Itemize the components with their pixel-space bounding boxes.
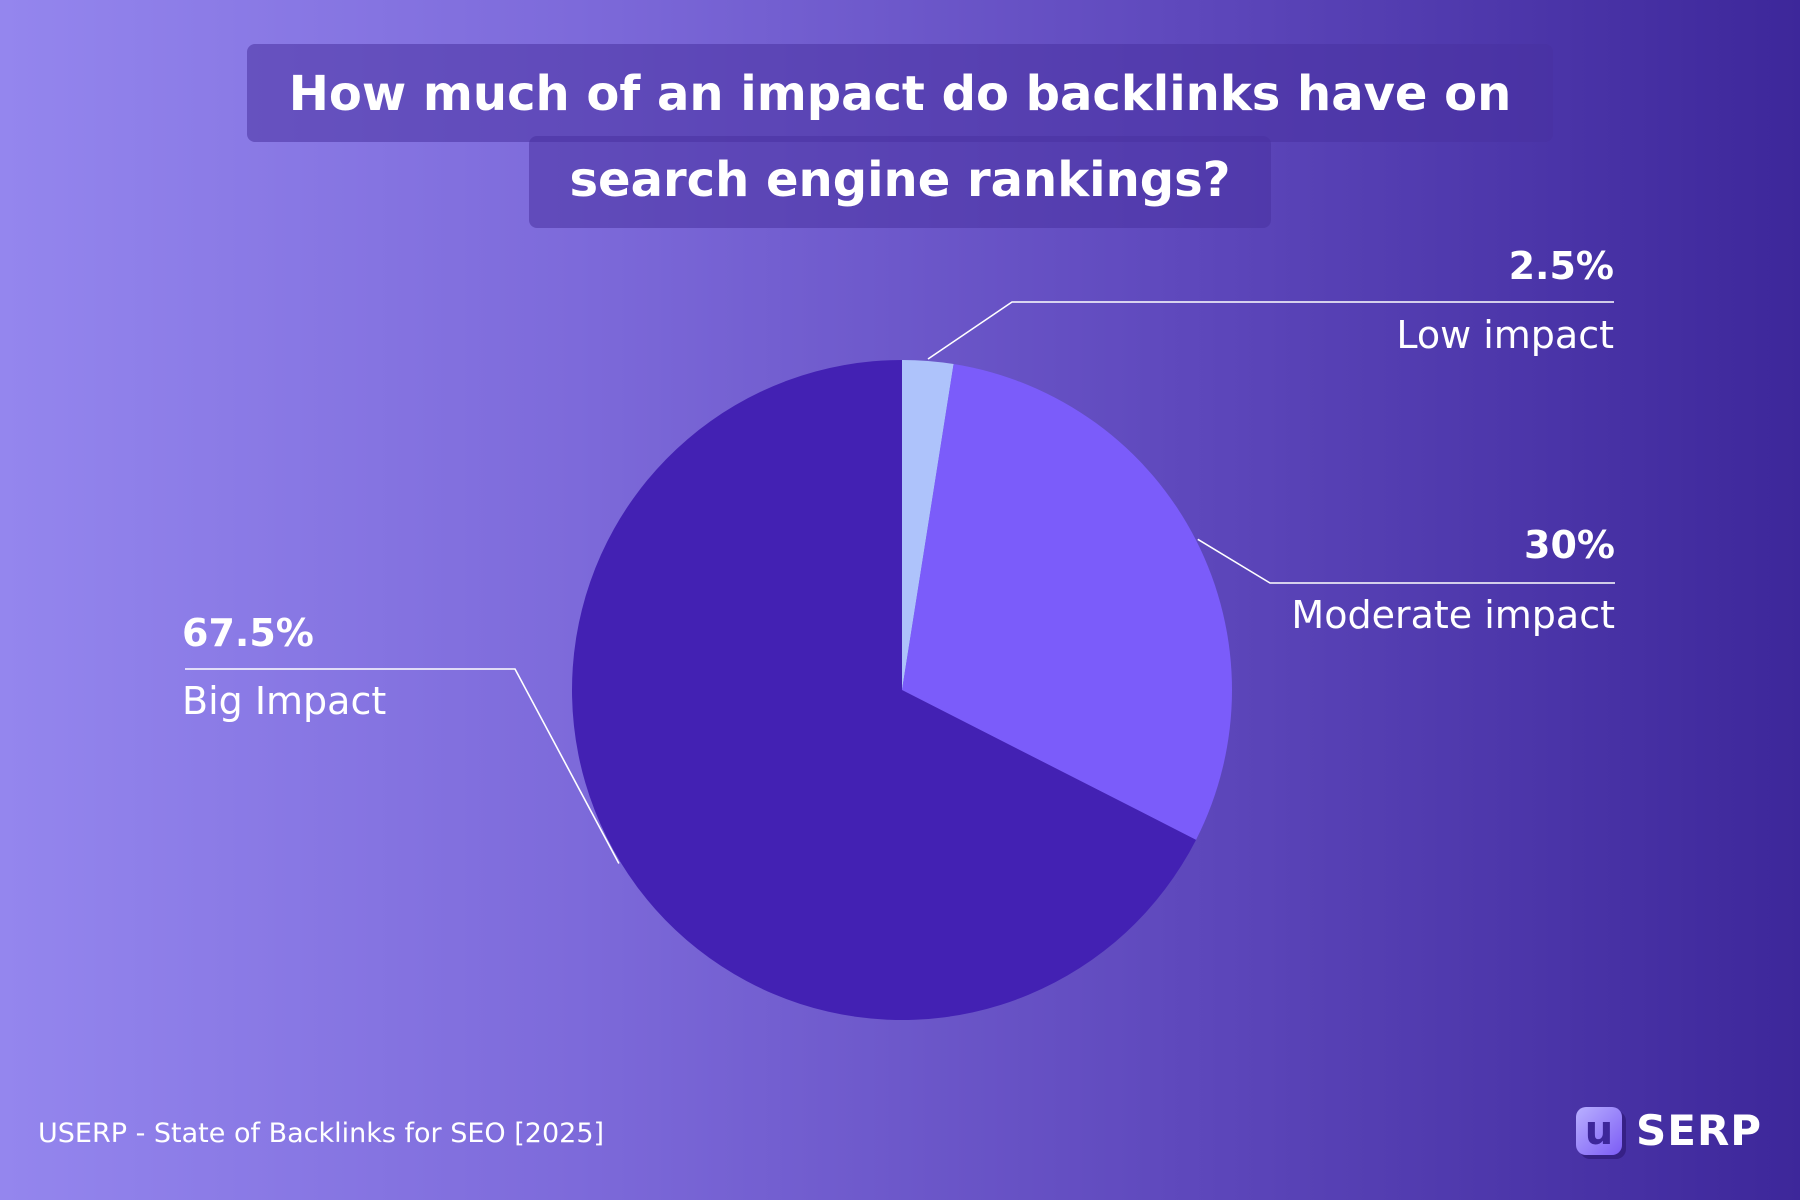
pie-slice-big-impact <box>571 360 1197 1020</box>
chart-title-line-1: How much of an impact do backlinks have … <box>246 44 1554 142</box>
userp-logo: u SERP <box>1576 1106 1762 1155</box>
logo-text: SERP <box>1636 1106 1763 1155</box>
pie-slice-low-impact <box>902 359 954 690</box>
slice-pct-moderate-impact: 30% <box>1524 523 1615 567</box>
leader-lines <box>185 301 1615 864</box>
leader-line-moderate-impact <box>1197 538 1615 584</box>
pie-slices <box>571 359 1233 1020</box>
source-caption: USERP - State of Backlinks for SEO [2025… <box>38 1118 605 1149</box>
chart-title-line-2: search engine rankings? <box>529 136 1271 228</box>
logo-mark-icon: u <box>1576 1106 1622 1155</box>
chart-title: How much of an impact do backlinks have … <box>0 44 1800 228</box>
slice-name-moderate-impact: Moderate impact <box>1291 593 1615 637</box>
slice-name-low-impact: Low impact <box>1396 313 1614 357</box>
slice-name-big-impact: Big Impact <box>182 679 386 723</box>
pie-slice-moderate-impact <box>902 364 1233 840</box>
slice-pct-low-impact: 2.5% <box>1509 244 1614 288</box>
slice-pct-big-impact: 67.5% <box>182 611 314 655</box>
leader-line-big-impact <box>185 668 620 864</box>
leader-line-low-impact <box>927 301 1614 360</box>
